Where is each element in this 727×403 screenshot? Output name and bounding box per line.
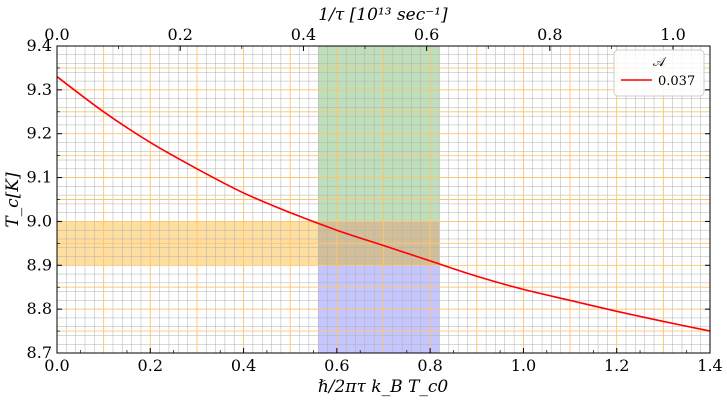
top-tick-label: 0.2 [167, 25, 192, 44]
x-tick-label: 0.4 [231, 356, 256, 375]
x-tick-label: 0.8 [417, 356, 442, 375]
legend-entry-label: 0.037 [658, 74, 695, 89]
top-tick-label: 1.0 [660, 25, 685, 44]
y-tick-label: 9.2 [27, 124, 52, 143]
top-axis-title: 1/τ [10¹³ sec⁻¹] [318, 5, 448, 25]
y-tick-label: 8.8 [27, 299, 52, 318]
top-tick-label: 0.8 [537, 25, 562, 44]
x-tick-label: 1.2 [604, 356, 629, 375]
y-tick-label: 9.1 [27, 168, 52, 187]
x-tick-label: 1.4 [697, 356, 722, 375]
tick-labels: 0.0 0.2 0.4 0.6 0.8 1.0 1.2 1.4 0.0 0.2 0.4 0.6 0.8 1… [27, 25, 723, 375]
y-axis-title: T_c[K] [3, 172, 23, 228]
y-tick-label: 9.4 [27, 36, 52, 55]
x-axis-title: ℏ/2πτ k_B T_c0 [318, 377, 449, 397]
y-tick-label: 8.9 [27, 255, 52, 274]
legend-box [613, 49, 705, 97]
legend: 𝒜 0.037 [613, 49, 705, 97]
series-layer [56, 76, 711, 332]
x-tick-label: 1.0 [511, 356, 536, 375]
x-tick-label: 0.2 [138, 356, 163, 375]
top-tick-label: 0.4 [291, 25, 316, 44]
y-tick-label: 9.0 [27, 211, 52, 230]
y-tick-label: 9.3 [27, 80, 52, 99]
x-tick-label: 0.0 [44, 356, 69, 375]
series-line-0 [56, 76, 711, 332]
y-tick-label: 8.7 [27, 343, 52, 362]
top-tick-label: 0.6 [414, 25, 439, 44]
top-tick-label: 0.0 [44, 25, 69, 44]
legend-title: 𝒜 [653, 55, 667, 70]
grid-lines [56, 45, 711, 354]
x-tick-label: 0.6 [324, 356, 349, 375]
tick-marks [56, 45, 711, 354]
